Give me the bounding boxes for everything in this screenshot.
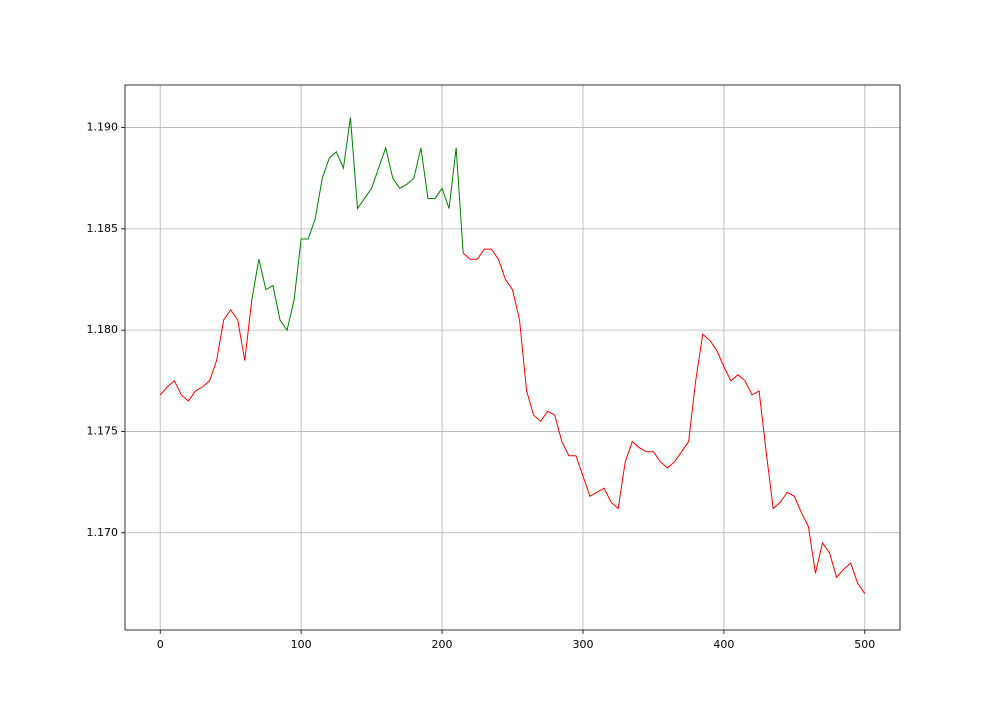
x-tick-label: 300 — [572, 638, 593, 651]
x-tick-label: 100 — [291, 638, 312, 651]
data — [159, 117, 866, 594]
x-tick-label: 400 — [713, 638, 734, 651]
y-tick-label: 1.180 — [87, 323, 119, 336]
x-tick-label: 500 — [854, 638, 875, 651]
grid — [125, 85, 900, 630]
y-tick-label: 1.190 — [87, 121, 119, 134]
plot-frame — [124, 84, 901, 631]
y-tick-label: 1.175 — [87, 424, 119, 437]
x-tick-label: 0 — [157, 638, 164, 651]
y-tick-label: 1.185 — [87, 222, 119, 235]
x-tick-label: 200 — [432, 638, 453, 651]
plot-area — [125, 85, 900, 630]
price-line — [251, 117, 464, 332]
y-tick-label: 1.170 — [87, 526, 119, 539]
price-line — [159, 248, 866, 594]
